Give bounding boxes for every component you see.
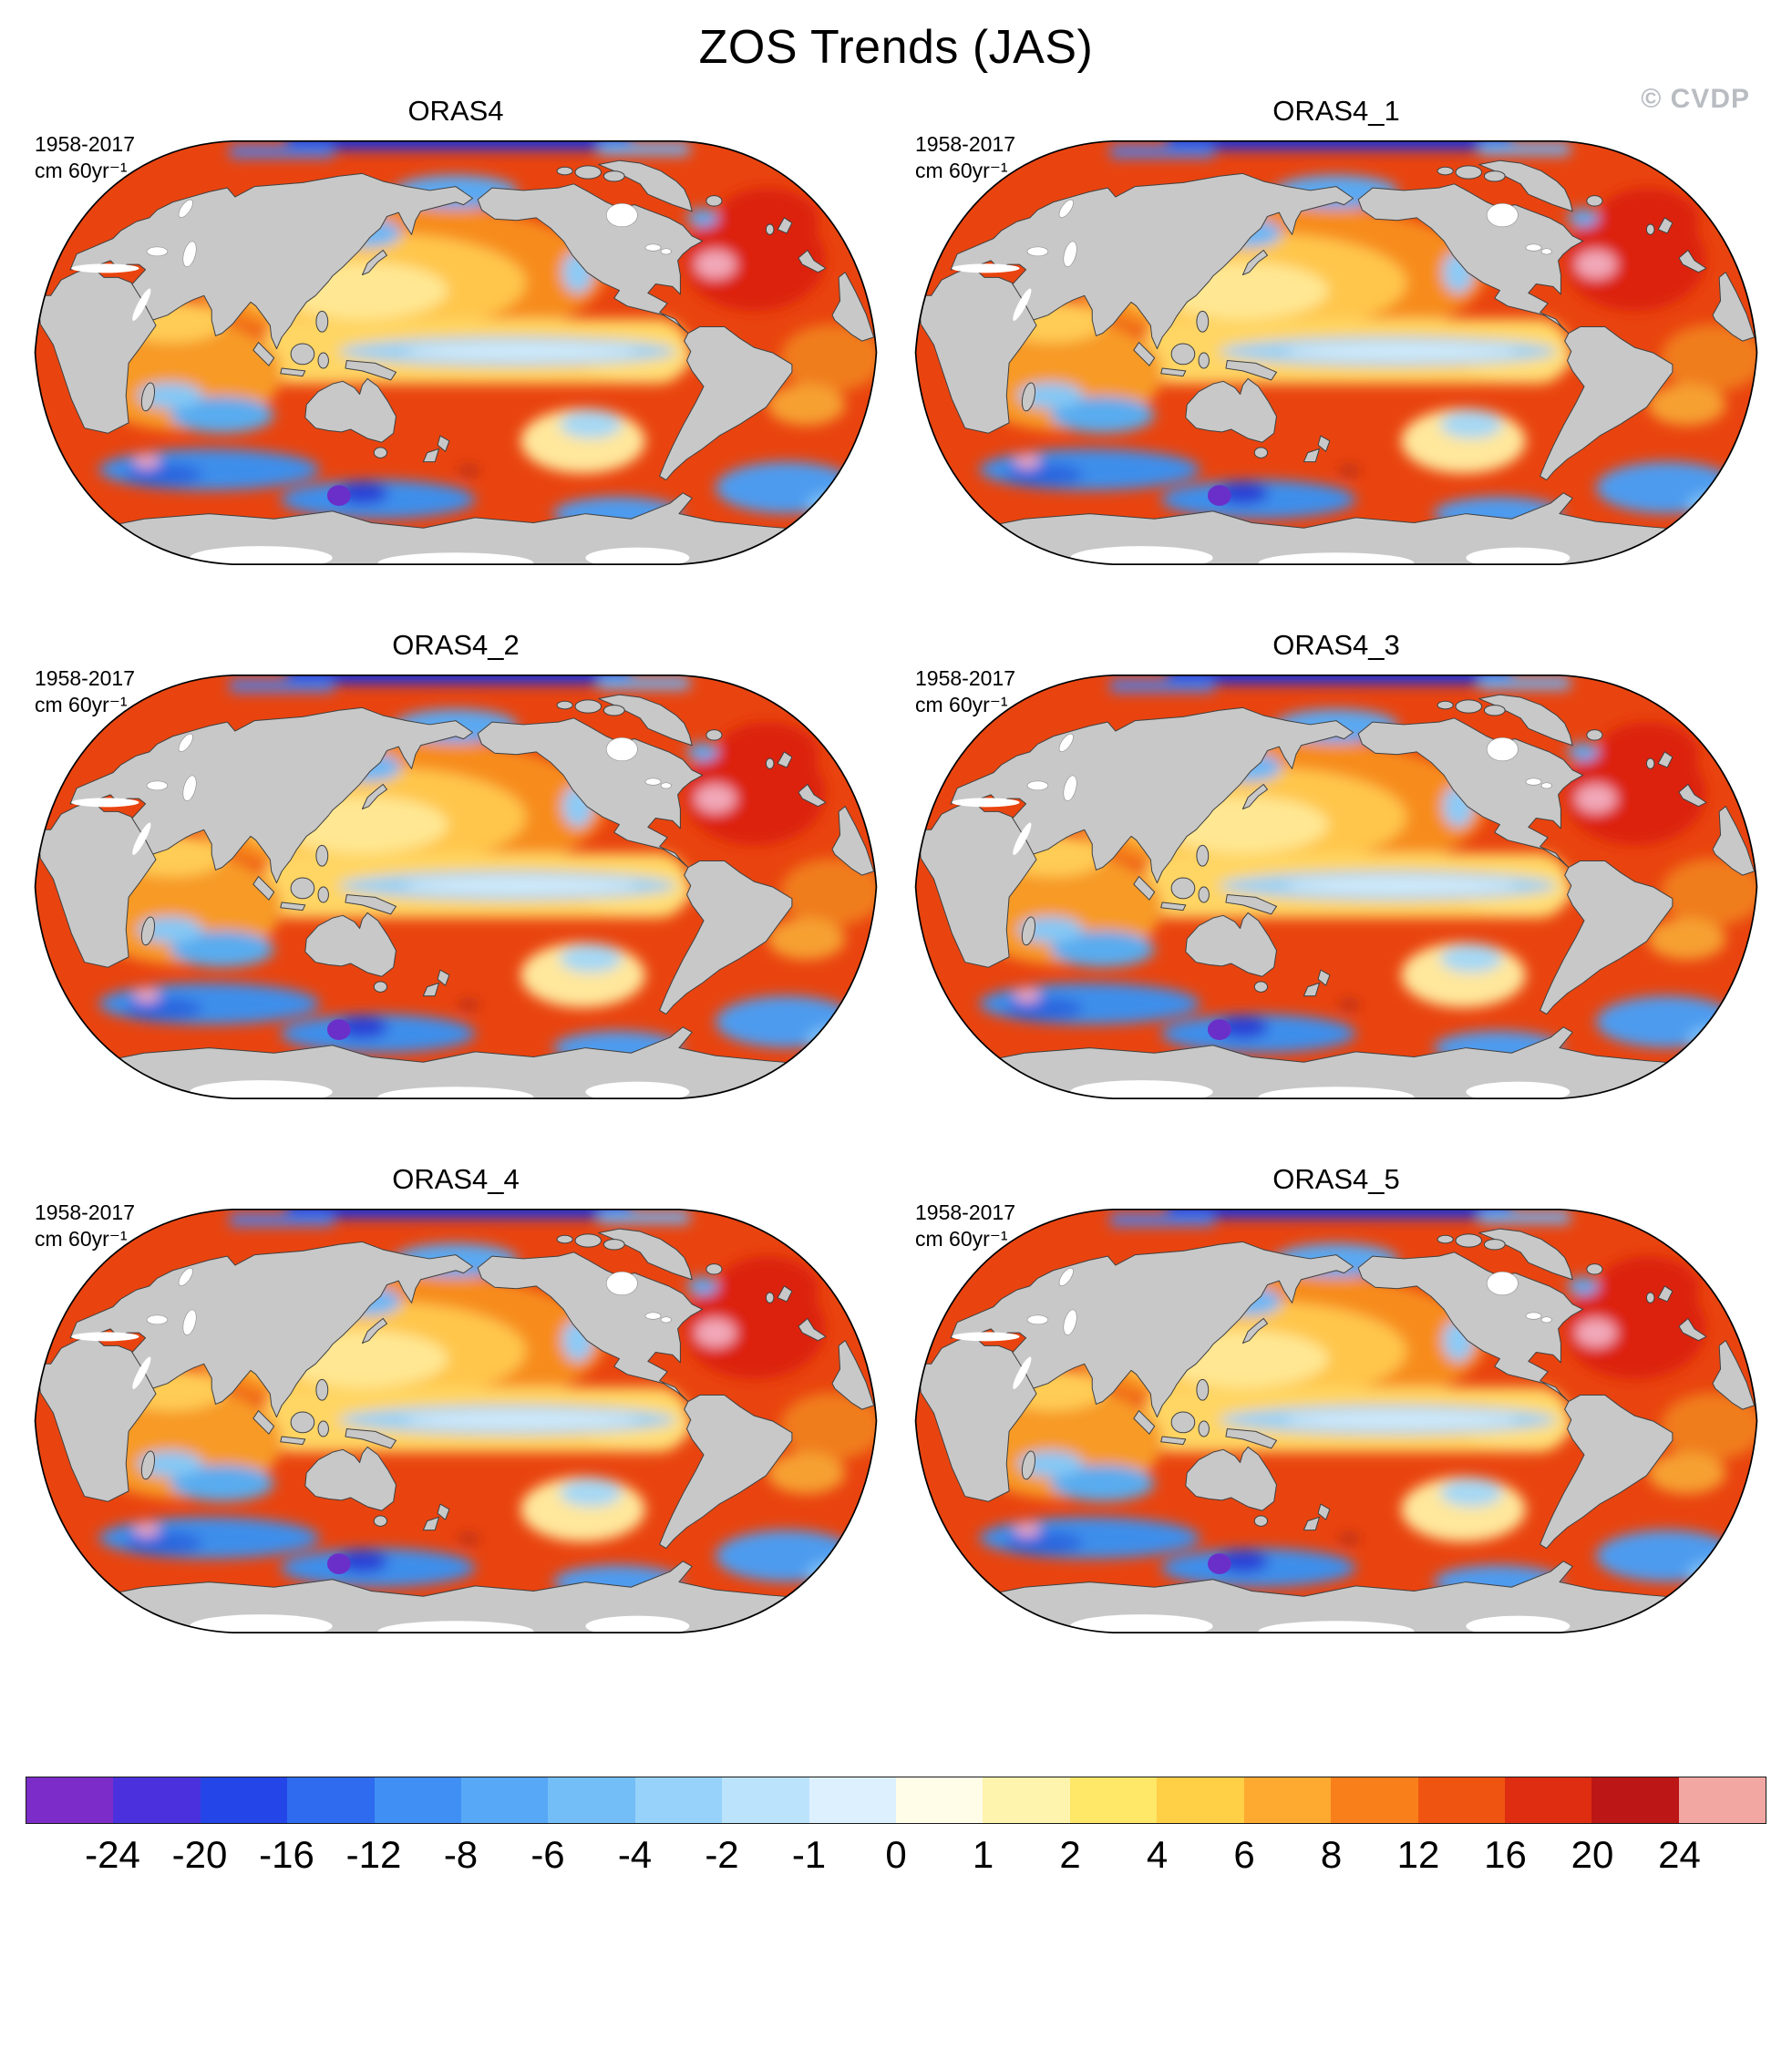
colorbar-segment: [1243, 1777, 1332, 1823]
colorbar: -24 -20 -16 -12 -8 -6 -4 -2 -1 0 1 2 4 6 8 12 16 20 24: [26, 1776, 1766, 1886]
panel-title: ORAS4_4: [392, 1163, 520, 1196]
map-box: 1958-2017 cm 60yr⁻¹: [908, 664, 1765, 1105]
panel-title: ORAS4_2: [392, 629, 520, 662]
colorbar-segment: [1591, 1777, 1679, 1823]
cvdp-watermark: © CVDP: [1641, 84, 1750, 114]
world-map: [27, 129, 884, 571]
map-box: 1958-2017 cm 60yr⁻¹: [908, 1198, 1765, 1639]
colorbar-tick-label: -20: [171, 1832, 228, 1876]
colorbar-labels: -24 -20 -16 -12 -8 -6 -4 -2 -1 0 1 2 4 6 8 12 16 20 24: [26, 1833, 1766, 1886]
colorbar-segment: [722, 1777, 809, 1823]
panel-period: 1958-2017: [35, 1200, 135, 1225]
colorbar-segment: [1678, 1777, 1766, 1823]
colorbar-tick-label: 1: [972, 1832, 994, 1876]
panel-corner-label: 1958-2017 cm 60yr⁻¹: [35, 131, 135, 184]
panel-units: cm 60yr⁻¹: [35, 158, 128, 182]
colorbar-segment: [1157, 1777, 1244, 1823]
map-panel-oras4: ORAS4 1958-2017 cm 60yr⁻¹: [27, 95, 884, 571]
world-map: [27, 1198, 884, 1639]
panel-period: 1958-2017: [915, 1200, 1015, 1225]
colorbar-segment: [983, 1777, 1070, 1823]
map-box: 1958-2017 cm 60yr⁻¹: [27, 1198, 884, 1639]
colorbar-segment: [1417, 1777, 1505, 1823]
map-panel-oras4-4: ORAS4_4 1958-2017 cm 60yr⁻¹: [27, 1163, 884, 1639]
colorbar-tick-label: -2: [705, 1832, 739, 1876]
colorbar-segment: [548, 1777, 635, 1823]
colorbar-tick-label: 8: [1320, 1832, 1343, 1876]
colorbar-segment: [1069, 1777, 1158, 1823]
colorbar-segment: [1504, 1777, 1592, 1823]
map-panel-oras4-5: ORAS4_5 1958-2017 cm 60yr⁻¹: [908, 1163, 1765, 1639]
map-box: 1958-2017 cm 60yr⁻¹: [27, 129, 884, 571]
panel-corner-label: 1958-2017 cm 60yr⁻¹: [915, 665, 1015, 718]
panel-corner-label: 1958-2017 cm 60yr⁻¹: [915, 131, 1015, 184]
panel-corner-label: 1958-2017 cm 60yr⁻¹: [35, 665, 135, 718]
colorbar-segment: [26, 1777, 114, 1823]
colorbar-segment: [634, 1777, 723, 1823]
colorbar-tick-label: 12: [1396, 1832, 1440, 1876]
colorbar-segment: [896, 1777, 984, 1823]
panel-period: 1958-2017: [915, 132, 1015, 156]
panel-units: cm 60yr⁻¹: [915, 1227, 1008, 1252]
colorbar-tick-label: 0: [885, 1832, 907, 1876]
colorbar-tick-label: -8: [443, 1832, 479, 1876]
panel-units: cm 60yr⁻¹: [35, 1227, 128, 1252]
colorbar-tick-label: 6: [1233, 1832, 1255, 1876]
map-panel-oras4-1: ORAS4_1 1958-2017 cm 60yr⁻¹: [908, 95, 1765, 571]
colorbar-tick-label: 16: [1484, 1832, 1527, 1876]
world-map: [908, 129, 1765, 571]
panel-units: cm 60yr⁻¹: [915, 692, 1008, 716]
panel-title: ORAS4_5: [1272, 1163, 1400, 1196]
colorbar-tick-label: -4: [617, 1832, 653, 1876]
map-box: 1958-2017 cm 60yr⁻¹: [908, 129, 1765, 571]
panel-corner-label: 1958-2017 cm 60yr⁻¹: [35, 1200, 135, 1252]
panel-period: 1958-2017: [915, 666, 1015, 691]
colorbar-segment: [808, 1777, 897, 1823]
colorbar-tick-label: 4: [1146, 1832, 1169, 1876]
map-box: 1958-2017 cm 60yr⁻¹: [27, 664, 884, 1105]
colorbar-segment: [374, 1777, 462, 1823]
colorbar-tick-label: -24: [85, 1832, 140, 1876]
colorbar-segment: [200, 1777, 288, 1823]
colorbar-tick-label: 2: [1059, 1832, 1081, 1876]
panel-units: cm 60yr⁻¹: [915, 158, 1008, 182]
world-map: [908, 1198, 1765, 1639]
panel-period: 1958-2017: [35, 132, 135, 156]
map-panel-oras4-2: ORAS4_2 1958-2017 cm 60yr⁻¹: [27, 629, 884, 1105]
world-map: [908, 664, 1765, 1105]
world-map: [27, 664, 884, 1105]
colorbar-boxes: [26, 1776, 1766, 1824]
colorbar-segment: [1331, 1777, 1418, 1823]
map-panel-oras4-3: ORAS4_3 1958-2017 cm 60yr⁻¹: [908, 629, 1765, 1105]
colorbar-segment: [287, 1777, 375, 1823]
colorbar-tick-label: -12: [345, 1832, 402, 1876]
panel-title: ORAS4_3: [1272, 629, 1400, 662]
colorbar-tick-label: -1: [791, 1832, 827, 1876]
colorbar-segment: [461, 1777, 549, 1823]
colorbar-tick-label: -6: [530, 1832, 565, 1876]
page-title: ZOS Trends (JAS): [698, 21, 1094, 74]
panel-period: 1958-2017: [35, 666, 135, 691]
colorbar-tick-label: 20: [1571, 1832, 1614, 1876]
map-grid: ORAS4 1958-2017 cm 60yr⁻¹ ORAS4_1 1958-2…: [0, 95, 1792, 1640]
panel-title: ORAS4: [407, 95, 504, 127]
panel-corner-label: 1958-2017 cm 60yr⁻¹: [915, 1200, 1015, 1252]
colorbar-tick-label: -16: [259, 1832, 314, 1876]
colorbar-segment: [113, 1777, 201, 1823]
panel-units: cm 60yr⁻¹: [35, 692, 128, 716]
panel-title: ORAS4_1: [1272, 95, 1400, 127]
colorbar-tick-label: 24: [1658, 1832, 1701, 1876]
